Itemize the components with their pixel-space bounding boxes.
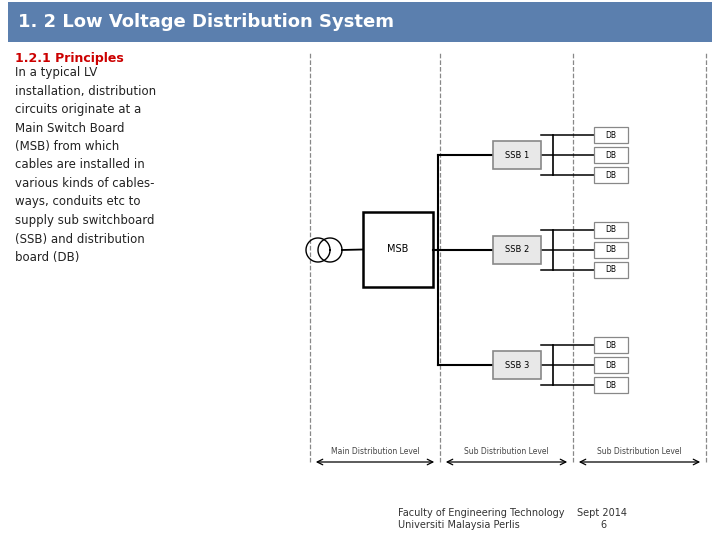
Text: 1. 2 Low Voltage Distribution System: 1. 2 Low Voltage Distribution System bbox=[18, 13, 394, 31]
Text: DB: DB bbox=[606, 381, 616, 389]
Text: SSB 2: SSB 2 bbox=[505, 246, 529, 254]
Text: DB: DB bbox=[606, 361, 616, 369]
Text: DB: DB bbox=[606, 341, 616, 349]
Text: Faculty of Engineering Technology    Sept 2014: Faculty of Engineering Technology Sept 2… bbox=[398, 508, 627, 518]
Text: DB: DB bbox=[606, 171, 616, 179]
Text: MSB: MSB bbox=[387, 245, 409, 254]
Text: DB: DB bbox=[606, 246, 616, 254]
Bar bbox=[594, 242, 628, 258]
Text: DB: DB bbox=[606, 226, 616, 234]
Text: Universiti Malaysia Perlis                          6: Universiti Malaysia Perlis 6 bbox=[398, 520, 607, 530]
Bar bbox=[8, 2, 712, 42]
Text: DB: DB bbox=[606, 131, 616, 139]
Bar bbox=[594, 357, 628, 373]
Text: Sub Distribution Level: Sub Distribution Level bbox=[464, 448, 549, 456]
Text: Main Distribution Level: Main Distribution Level bbox=[330, 448, 419, 456]
Bar bbox=[594, 222, 628, 238]
Text: DB: DB bbox=[606, 151, 616, 159]
Bar bbox=[594, 337, 628, 353]
Bar bbox=[594, 147, 628, 163]
Text: DB: DB bbox=[606, 266, 616, 274]
Text: Sub Distribution Level: Sub Distribution Level bbox=[597, 448, 682, 456]
Bar bbox=[594, 167, 628, 183]
Text: SSB 1: SSB 1 bbox=[505, 151, 529, 159]
Bar bbox=[363, 212, 433, 287]
Bar bbox=[594, 377, 628, 393]
Bar bbox=[493, 351, 541, 379]
Bar bbox=[493, 236, 541, 264]
Bar bbox=[594, 262, 628, 278]
Text: SSB 3: SSB 3 bbox=[505, 361, 529, 369]
Bar bbox=[594, 127, 628, 143]
Text: 1.2.1 Principles: 1.2.1 Principles bbox=[15, 52, 124, 65]
Text: In a typical LV
installation, distribution
circuits originate at a
Main Switch B: In a typical LV installation, distributi… bbox=[15, 66, 156, 264]
Bar bbox=[493, 141, 541, 169]
